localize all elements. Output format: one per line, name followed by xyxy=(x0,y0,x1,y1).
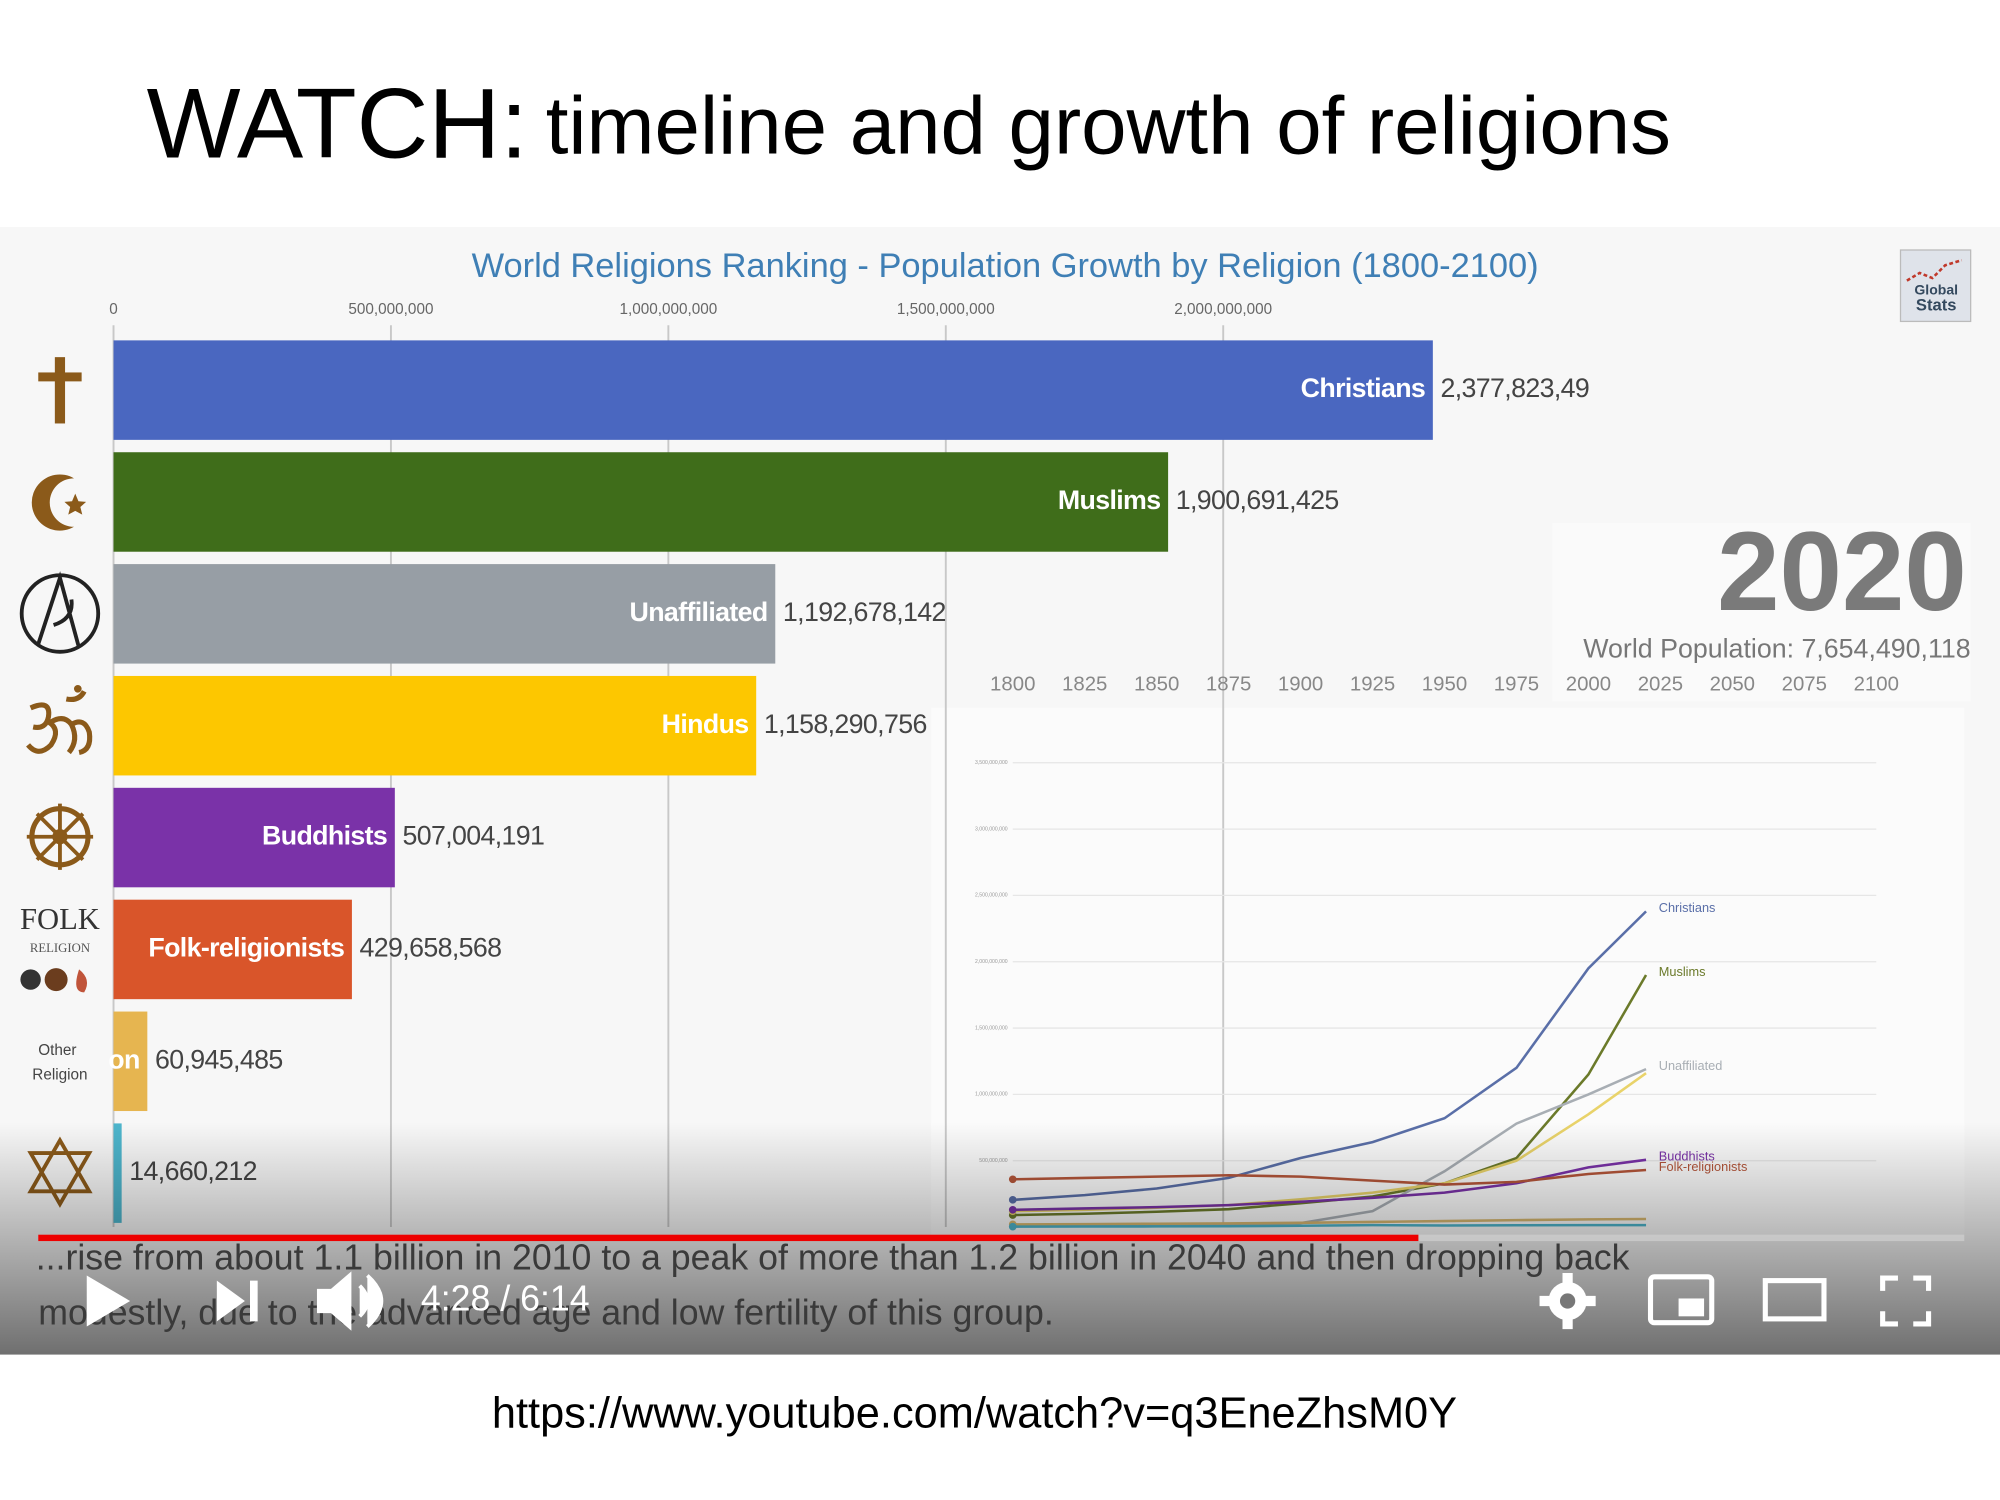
volume-button[interactable] xyxy=(316,1271,384,1331)
x-tick-label: 1,000,000,000 xyxy=(619,301,717,318)
x-tick-label: 1950 xyxy=(1422,673,1467,695)
caption-line: modestly, due to the advanced age and lo… xyxy=(38,1292,1053,1332)
y-tick-label: 1,500,000,000 xyxy=(975,1025,1008,1031)
y-tick-label: 2,000,000,000 xyxy=(975,959,1008,965)
fullscreen-button[interactable] xyxy=(1880,1275,1932,1327)
bar xyxy=(113,787,395,888)
cross-icon xyxy=(54,357,66,424)
om-icon xyxy=(73,684,82,693)
bar xyxy=(113,564,776,664)
bar xyxy=(113,452,1169,552)
play-button[interactable] xyxy=(86,1275,131,1327)
x-tick-label: 2075 xyxy=(1782,673,1827,695)
caption-line: ...rise from about 1.1 billion in 2010 t… xyxy=(36,1238,1630,1278)
x-tick-label: 2025 xyxy=(1638,673,1683,695)
x-tick-label: 1925 xyxy=(1350,673,1395,695)
title-rest: timeline and growth of religions xyxy=(546,80,1671,171)
wheel-icon xyxy=(26,803,94,870)
chart-title: World Religions Ranking - Population Gro… xyxy=(472,247,1539,285)
bar xyxy=(113,340,1433,440)
theater-button[interactable] xyxy=(1762,1278,1827,1322)
y-tick-label: 1,000,000,000 xyxy=(975,1092,1008,1098)
star-icon xyxy=(64,493,87,515)
video-url[interactable]: https://www.youtube.com/watch?v=q3EneZhs… xyxy=(492,1389,1457,1437)
miniplayer-button[interactable] xyxy=(1647,1274,1715,1326)
x-tick-label: 1,500,000,000 xyxy=(897,301,995,318)
value-label: 60,945,485 xyxy=(155,1044,283,1074)
icon-label: Religion xyxy=(32,1066,87,1083)
bar-label: Folk-religionists xyxy=(148,933,344,963)
bar-label: Christians xyxy=(1301,373,1426,403)
bar-label: Muslims xyxy=(1058,485,1161,515)
value-label: 429,658,568 xyxy=(360,933,502,963)
settings-button[interactable] xyxy=(1539,1272,1596,1330)
value-label: 507,004,191 xyxy=(402,821,544,851)
world-population: World Population: 7,654,490,118 xyxy=(1583,634,1970,664)
value-label: 1,900,691,425 xyxy=(1176,485,1339,515)
year-label: 2020 xyxy=(1717,508,1967,634)
x-tick-label: 1900 xyxy=(1278,673,1323,695)
video-time: 4:28 / 6:14 xyxy=(421,1278,590,1318)
value-label: 1,192,678,142 xyxy=(783,597,946,627)
icon-label: RELIGION xyxy=(30,941,90,955)
bar xyxy=(113,1011,148,1112)
bar-label: Hindus xyxy=(662,709,749,739)
y-tick-label: 2,500,000,000 xyxy=(975,893,1008,899)
x-tick-label: 0 xyxy=(109,301,118,318)
atheism-icon xyxy=(36,571,81,649)
x-tick-label: 2,000,000,000 xyxy=(1174,301,1272,318)
title-lead: WATCH: xyxy=(147,69,528,180)
plot-area: World Religions Ranking - Population Gro… xyxy=(108,247,1971,1231)
y-tick-label: 3,500,000,000 xyxy=(975,760,1008,766)
om-icon xyxy=(26,690,93,756)
slide-title: WATCH: timeline and growth of religions xyxy=(147,69,1671,180)
x-tick-label: 1825 xyxy=(1062,673,1107,695)
cross-icon xyxy=(38,372,82,382)
x-tick-label: 2050 xyxy=(1710,673,1755,695)
bar-label: on xyxy=(108,1044,139,1074)
x-tick-label: 1875 xyxy=(1206,673,1251,695)
value-label: 1,158,290,756 xyxy=(764,709,927,739)
miniplayer-button[interactable] xyxy=(1678,1298,1705,1317)
year-background xyxy=(1552,522,1971,702)
logo-text: Stats xyxy=(1916,295,1957,314)
bar xyxy=(113,899,352,1000)
icon-label: FOLK xyxy=(20,902,100,936)
bar-label: Unaffiliated xyxy=(630,597,768,627)
next-button[interactable] xyxy=(216,1280,258,1322)
bar xyxy=(113,675,757,776)
x-tick-label: 1850 xyxy=(1134,673,1179,695)
icon-label: Other xyxy=(38,1042,76,1059)
series-label: Muslims xyxy=(1659,964,1706,979)
value-label: 2,377,823,49 xyxy=(1441,373,1590,403)
logo-graphic xyxy=(1906,258,1963,282)
series-label: Christians xyxy=(1659,900,1716,915)
x-tick-label: 1975 xyxy=(1494,673,1539,695)
video-player[interactable]: World Religions Ranking - Population Gro… xyxy=(0,227,2000,1355)
folk-icons xyxy=(20,968,88,993)
x-tick-label: 2100 xyxy=(1854,673,1899,695)
series-label: Unaffiliated xyxy=(1659,1058,1723,1073)
crescent-icon xyxy=(31,474,74,531)
x-tick-label: 2000 xyxy=(1566,673,1611,695)
y-tick-label: 3,000,000,000 xyxy=(975,826,1008,832)
x-tick-label: 1800 xyxy=(990,673,1035,695)
progress-bar[interactable] xyxy=(38,1234,1419,1242)
bar-label: Buddhists xyxy=(262,821,387,851)
x-tick-label: 500,000,000 xyxy=(348,301,433,318)
logo-text: Global xyxy=(1914,282,1958,298)
